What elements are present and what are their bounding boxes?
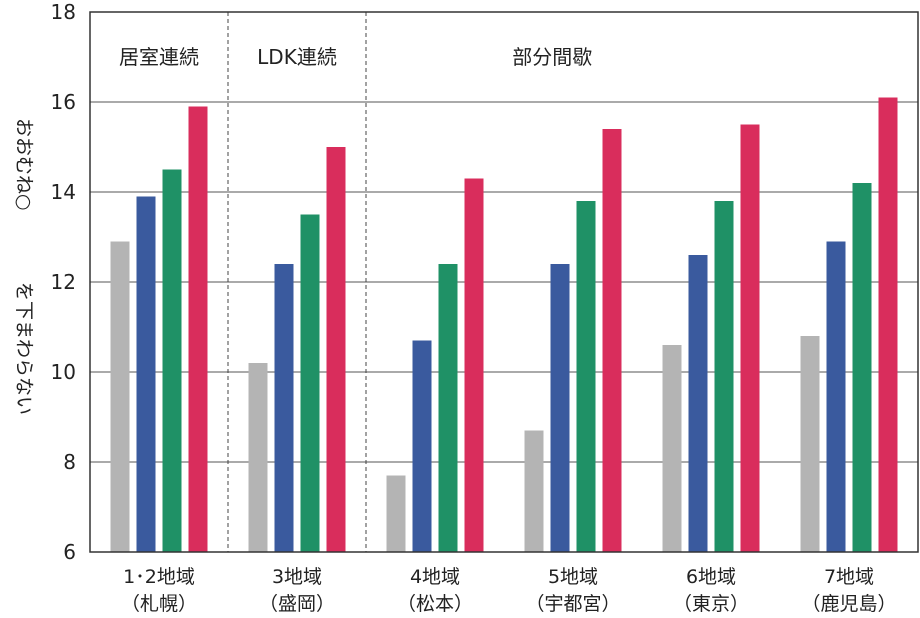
x-category-label: 5地域: [548, 566, 598, 588]
bar: [438, 264, 458, 552]
bar: [576, 201, 596, 552]
bar: [386, 475, 406, 552]
y-axis-label: おおむね○ を下まわらない: [13, 118, 35, 415]
bars: [110, 97, 898, 552]
bar: [688, 255, 708, 552]
x-category-label: 3地域: [272, 566, 322, 588]
group-label: 部分間歇: [512, 45, 592, 69]
bar: [826, 241, 846, 552]
bar: [524, 430, 544, 552]
y-tick-label: 14: [51, 180, 76, 204]
bar: [550, 264, 570, 552]
y-tick-label: 6: [63, 540, 76, 564]
bar: [188, 106, 208, 552]
gridlines: [90, 101, 918, 463]
bar: [248, 363, 268, 552]
y-tick-label: 16: [51, 90, 76, 114]
y-tick-labels: 6 8 10 12 14 16 18: [51, 0, 76, 564]
x-category-sublabel: （東京）: [673, 593, 749, 615]
x-category-sublabel: （札幌）: [121, 593, 197, 615]
bar: [162, 169, 182, 552]
bar: [800, 336, 820, 552]
x-category-label: 1･2地域: [123, 566, 195, 588]
plot-frame: [89, 11, 919, 553]
bar: [274, 264, 294, 552]
bar: [740, 124, 760, 552]
x-category-sublabel: （鹿児島）: [801, 593, 896, 615]
bar: [714, 201, 734, 552]
bar: [662, 345, 682, 552]
bar: [300, 214, 320, 552]
y-axis-label-bottom: を下まわらない: [13, 282, 35, 415]
x-category-labels: 1･2地域 （札幌） 3地域 （盛岡） 4地域 （松本） 5地域 （宇都宮） 6地域 （東京） 7地…: [121, 566, 897, 615]
bar: [412, 340, 432, 552]
x-category-sublabel: （宇都宮）: [525, 593, 620, 615]
bar: [602, 129, 622, 552]
y-tick-label: 18: [51, 0, 76, 24]
group-separators: [227, 12, 367, 552]
x-category-label: 6地域: [686, 566, 736, 588]
bar: [110, 241, 130, 552]
y-tick-label: 8: [63, 450, 76, 474]
bar: [878, 97, 898, 552]
y-tick-label: 10: [51, 360, 76, 384]
x-category-label: 7地域: [824, 566, 874, 588]
y-axis-label-top: おおむね○: [13, 118, 35, 211]
bar: [326, 147, 346, 552]
x-category-sublabel: （盛岡）: [259, 593, 335, 615]
bar: [852, 183, 872, 552]
bar: [136, 196, 156, 552]
group-label: 居室連続: [119, 45, 199, 69]
group-labels: 居室連続 LDK連続 部分間歇: [119, 45, 592, 69]
x-category-label: 4地域: [410, 566, 460, 588]
group-label: LDK連続: [257, 45, 337, 69]
x-category-sublabel: （松本）: [397, 593, 473, 615]
bar: [464, 178, 484, 552]
y-tick-label: 12: [51, 270, 76, 294]
